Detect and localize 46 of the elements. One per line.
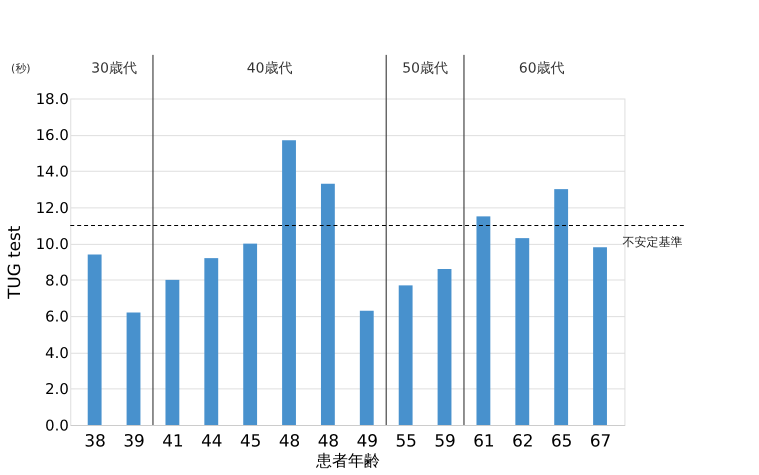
text: (秒) [11, 62, 31, 75]
y-tick-label: 6.0 [45, 308, 69, 326]
x-tick-label: 49 [356, 430, 378, 450]
y-tick-label: 14.0 [36, 163, 69, 180]
y-tick-label: 12.0 [36, 200, 69, 217]
y-tick-label: 8.0 [45, 272, 69, 290]
x-tick-label: 45 [240, 430, 262, 450]
x-axis-title: 患者年齢 [314, 451, 380, 470]
bar [282, 140, 296, 426]
bar [554, 189, 568, 426]
bar [360, 310, 374, 426]
bar [593, 247, 607, 426]
bar [204, 258, 218, 426]
x-tick-label: 62 [512, 430, 534, 450]
bar [438, 269, 452, 426]
x-tick-label: 65 [550, 430, 572, 450]
bar [126, 312, 140, 426]
bar [320, 184, 335, 426]
x-tick-label: 38 [84, 430, 106, 450]
bar [88, 254, 102, 426]
ref-line-label: 不安定基準 [622, 235, 682, 250]
y-tick-label: 10.0 [36, 236, 69, 254]
x-tick-label: 39 [123, 430, 145, 450]
bar [398, 285, 413, 426]
y-tick-label: 16.0 [36, 127, 69, 144]
y-tick-label: 4.0 [45, 344, 69, 362]
x-tick-label: 48 [278, 430, 300, 450]
band-label: 60歳代 [518, 60, 565, 77]
x-tick-label: 44 [201, 430, 222, 450]
x-tick-label: 61 [473, 430, 495, 450]
bar [243, 244, 258, 426]
band-label: 30歳代 [91, 60, 137, 77]
y-axis-title: TUG test [4, 225, 24, 300]
band-label: 50歳代 [402, 60, 448, 77]
y-tick-label: 18.0 [36, 90, 69, 108]
x-tick-label: 41 [162, 430, 184, 450]
x-tick-label: 48 [318, 430, 340, 450]
y-tick-label: 0.0 [45, 417, 69, 434]
bar [165, 280, 180, 426]
x-tick-label: 59 [434, 430, 456, 450]
band-label: 40歳代 [246, 60, 292, 77]
y-tick-label: 2.0 [45, 381, 69, 398]
bar [515, 238, 530, 426]
bar [476, 216, 490, 426]
x-tick-label: 55 [395, 430, 417, 450]
x-tick-label: 67 [590, 430, 612, 450]
